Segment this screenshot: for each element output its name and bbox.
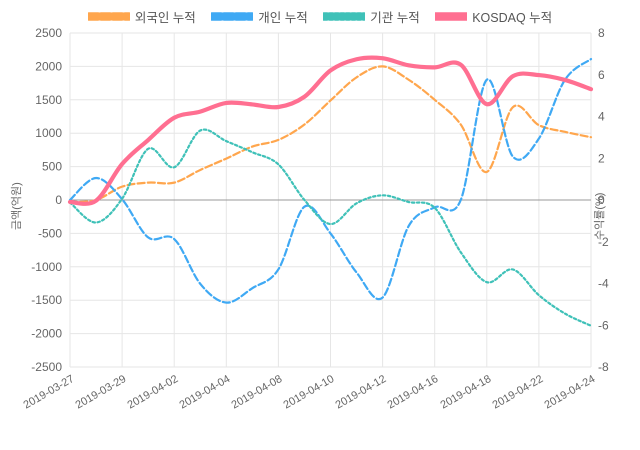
- svg-text:2000: 2000: [35, 59, 62, 73]
- svg-text:0: 0: [55, 193, 62, 207]
- svg-text:4: 4: [598, 110, 605, 124]
- svg-text:1000: 1000: [35, 126, 62, 140]
- svg-text:-2000: -2000: [31, 327, 62, 341]
- svg-text:1500: 1500: [35, 93, 62, 107]
- svg-text:-500: -500: [38, 226, 62, 240]
- svg-text:-6: -6: [598, 318, 609, 332]
- svg-text:2: 2: [598, 151, 605, 165]
- svg-text:8: 8: [598, 26, 605, 40]
- svg-text:6: 6: [598, 68, 605, 82]
- svg-text:2500: 2500: [35, 26, 62, 40]
- svg-text:-1500: -1500: [31, 293, 62, 307]
- svg-text:500: 500: [42, 160, 62, 174]
- svg-text:-1000: -1000: [31, 260, 62, 274]
- svg-text:-4: -4: [598, 277, 609, 291]
